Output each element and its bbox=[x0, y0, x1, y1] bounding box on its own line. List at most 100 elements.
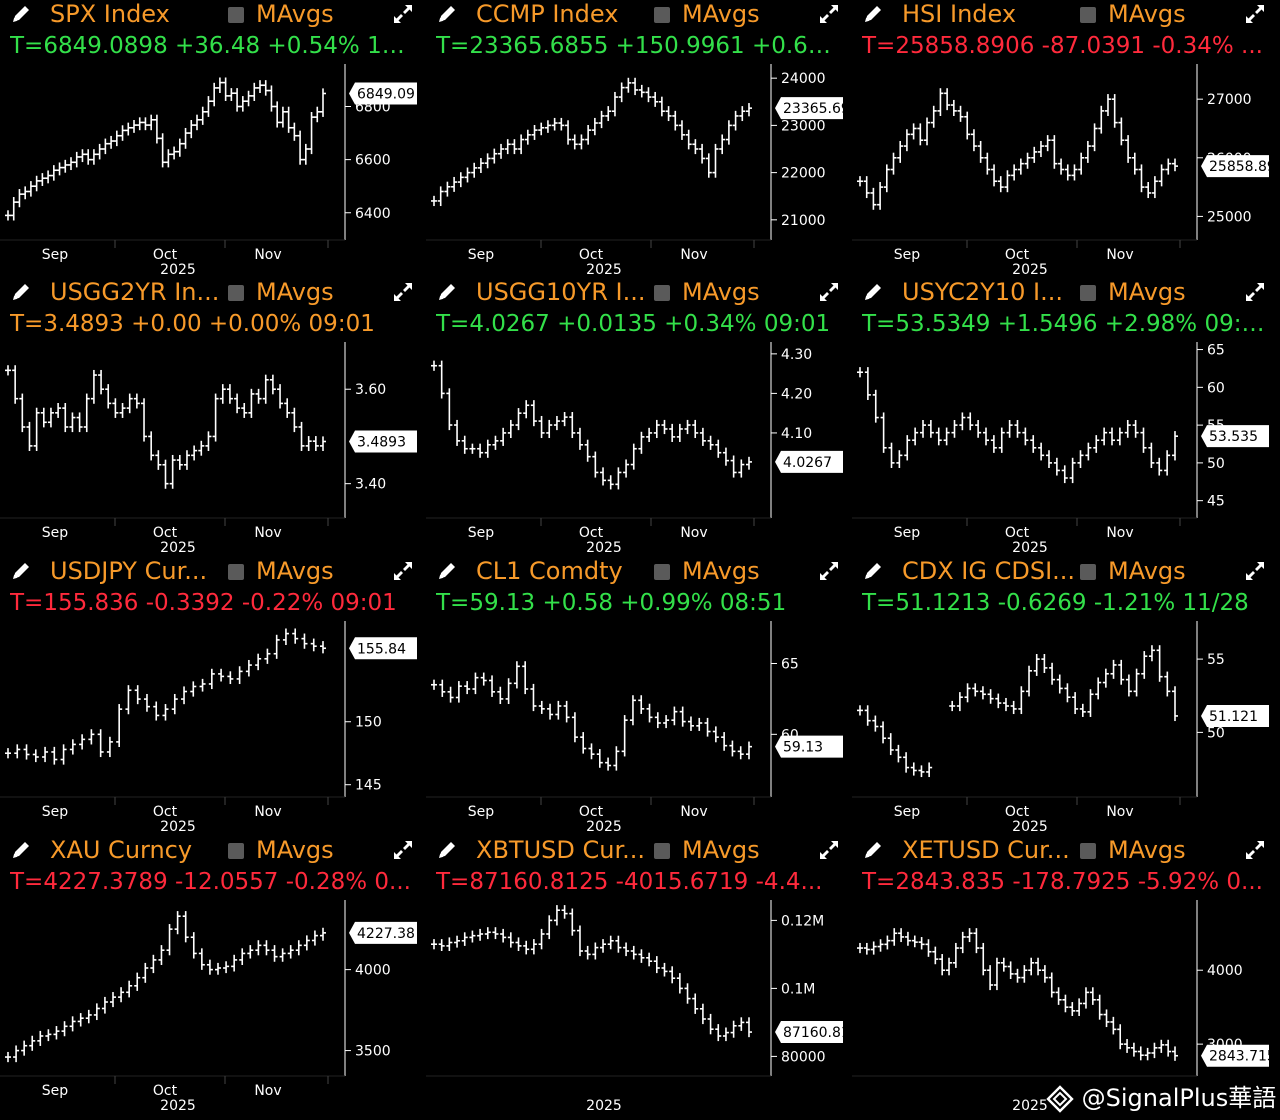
price-bar bbox=[263, 940, 270, 956]
mavgs-label[interactable]: MAvgs bbox=[256, 0, 334, 28]
price-bar bbox=[991, 164, 998, 187]
pencil-icon[interactable] bbox=[10, 560, 32, 582]
mavgs-checkbox[interactable] bbox=[654, 843, 670, 859]
security-title[interactable]: XBTUSD Cur... bbox=[476, 836, 645, 864]
price-bar bbox=[687, 716, 694, 731]
price-bar bbox=[284, 398, 291, 418]
security-title[interactable]: HSI Index bbox=[902, 0, 1017, 28]
price-bar bbox=[739, 106, 746, 122]
security-title[interactable]: XAU Curncy bbox=[50, 836, 193, 864]
mavgs-label[interactable]: MAvgs bbox=[1108, 278, 1186, 306]
price-bar bbox=[199, 106, 206, 125]
price-bar bbox=[134, 972, 141, 991]
security-title[interactable]: USYC2Y10 I... bbox=[902, 278, 1063, 306]
expand-icon[interactable] bbox=[818, 839, 840, 861]
price-bar bbox=[571, 134, 578, 150]
expand-icon[interactable] bbox=[392, 3, 414, 25]
pencil-icon[interactable] bbox=[436, 839, 458, 861]
price-bar bbox=[215, 962, 221, 975]
watermark: @SignalPlus華語 bbox=[1046, 1078, 1276, 1113]
price-bar bbox=[630, 443, 637, 470]
expand-icon[interactable] bbox=[1244, 281, 1266, 303]
mavgs-checkbox[interactable] bbox=[228, 843, 244, 859]
security-title[interactable]: CL1 Comdty bbox=[476, 557, 623, 585]
price-bar bbox=[956, 692, 963, 712]
pencil-icon[interactable] bbox=[862, 281, 884, 303]
mavgs-checkbox[interactable] bbox=[654, 7, 670, 23]
mavgs-checkbox[interactable] bbox=[228, 564, 244, 580]
mavgs-checkbox[interactable] bbox=[1080, 7, 1096, 23]
security-title[interactable]: XETUSD Cur... bbox=[902, 836, 1070, 864]
security-title[interactable]: CDX IG CDSI... bbox=[902, 557, 1076, 585]
pencil-icon[interactable] bbox=[436, 560, 458, 582]
mavgs-label[interactable]: MAvgs bbox=[1108, 557, 1186, 585]
quote-line: T=53.5349 +1.5496 +2.98% 09:01 bbox=[862, 311, 1266, 337]
expand-icon[interactable] bbox=[392, 560, 414, 582]
price-bar bbox=[1071, 164, 1078, 181]
price-bar bbox=[205, 431, 212, 451]
price-bar bbox=[890, 152, 897, 175]
pencil-icon[interactable] bbox=[862, 839, 884, 861]
price-bar bbox=[569, 412, 576, 439]
mavgs-label[interactable]: MAvgs bbox=[256, 836, 334, 864]
price-bar bbox=[162, 459, 169, 489]
mavgs-checkbox[interactable] bbox=[228, 285, 244, 301]
price-bar bbox=[182, 911, 189, 943]
expand-icon[interactable] bbox=[818, 3, 840, 25]
last-price-tag: 59.13 bbox=[775, 735, 843, 758]
mavgs-checkbox[interactable] bbox=[654, 564, 670, 580]
price-bar bbox=[551, 117, 558, 131]
mavgs-label[interactable]: MAvgs bbox=[256, 278, 334, 306]
pencil-icon[interactable] bbox=[862, 3, 884, 25]
price-bar bbox=[1004, 170, 1011, 193]
pencil-icon[interactable] bbox=[10, 281, 32, 303]
x-tick-label: Oct bbox=[579, 804, 604, 820]
price-bar bbox=[987, 689, 994, 704]
security-title[interactable]: USGG10YR I... bbox=[476, 278, 646, 306]
expand-icon[interactable] bbox=[1244, 3, 1266, 25]
price-bar bbox=[653, 956, 660, 974]
security-title[interactable]: USDJPY Cur... bbox=[50, 557, 208, 585]
expand-icon[interactable] bbox=[392, 281, 414, 303]
mavgs-label[interactable]: MAvgs bbox=[1108, 0, 1186, 28]
price-bar bbox=[1006, 420, 1013, 438]
expand-icon[interactable] bbox=[1244, 560, 1266, 582]
price-bar bbox=[492, 927, 499, 940]
expand-icon[interactable] bbox=[818, 281, 840, 303]
pencil-icon[interactable] bbox=[10, 3, 32, 25]
price-bar bbox=[39, 173, 46, 186]
mavgs-checkbox[interactable] bbox=[654, 285, 670, 301]
mavgs-label[interactable]: MAvgs bbox=[682, 557, 760, 585]
price-bar bbox=[558, 117, 565, 131]
mavgs-checkbox[interactable] bbox=[228, 7, 244, 23]
mavgs-label[interactable]: MAvgs bbox=[256, 557, 334, 585]
price-bar bbox=[1098, 105, 1105, 134]
price-bar bbox=[96, 143, 103, 160]
mavgs-checkbox[interactable] bbox=[1080, 285, 1096, 301]
price-bar bbox=[725, 120, 732, 145]
price-bar bbox=[218, 668, 225, 682]
price-bar bbox=[669, 423, 676, 442]
security-title[interactable]: USGG2YR In... bbox=[50, 278, 220, 306]
mavgs-checkbox[interactable] bbox=[1080, 843, 1096, 859]
pencil-icon[interactable] bbox=[436, 3, 458, 25]
expand-icon[interactable] bbox=[1244, 839, 1266, 861]
y-tick-label: 150 bbox=[355, 715, 382, 731]
y-tick-label: 50 bbox=[1207, 725, 1225, 741]
security-title[interactable]: CCMP Index bbox=[476, 0, 619, 28]
security-title[interactable]: SPX Index bbox=[50, 0, 170, 28]
year-label: 2025 bbox=[586, 540, 622, 556]
expand-icon[interactable] bbox=[392, 839, 414, 861]
mavgs-label[interactable]: MAvgs bbox=[1108, 836, 1186, 864]
pencil-icon[interactable] bbox=[862, 560, 884, 582]
pencil-icon[interactable] bbox=[436, 281, 458, 303]
price-bar bbox=[90, 369, 97, 404]
price-bar bbox=[148, 431, 155, 461]
mavgs-checkbox[interactable] bbox=[1080, 564, 1096, 580]
mavgs-label[interactable]: MAvgs bbox=[682, 0, 760, 28]
expand-icon[interactable] bbox=[818, 560, 840, 582]
mavgs-label[interactable]: MAvgs bbox=[682, 836, 760, 864]
mavgs-label[interactable]: MAvgs bbox=[682, 278, 760, 306]
price-bar bbox=[555, 700, 562, 720]
pencil-icon[interactable] bbox=[10, 839, 32, 861]
